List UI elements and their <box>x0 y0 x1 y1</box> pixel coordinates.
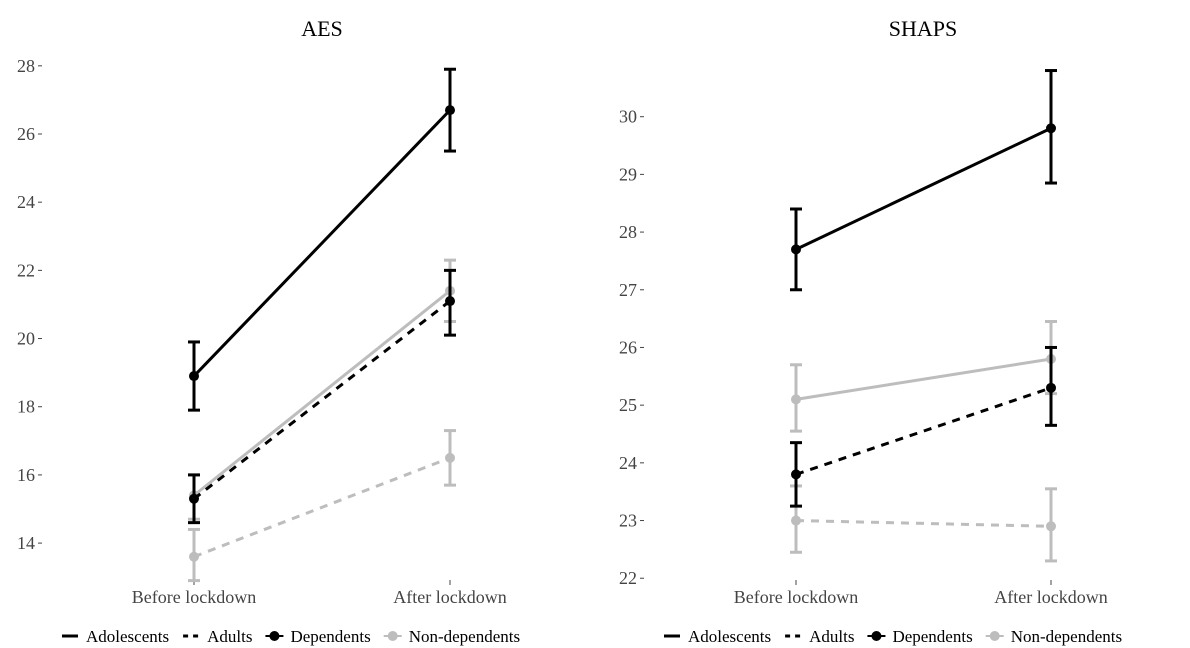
shaps-legend-adolescents-label: Adolescents <box>688 627 771 646</box>
aes-dependents-adolescents-point <box>445 105 455 116</box>
shaps-dependents-adults-line <box>795 386 1052 476</box>
shaps-non-dependents-adults-point <box>791 515 801 526</box>
aes-non-dependents-adolescents-line <box>193 289 451 497</box>
aes-non-dependents-adults-line <box>193 456 451 559</box>
shaps-non-dependents-adults-point <box>1046 521 1056 532</box>
aes-dependents-adults-series <box>188 268 456 525</box>
shaps-ytick-label: 24 <box>619 453 637 473</box>
aes-legend-dependents-label: Dependents <box>290 627 370 646</box>
shaps-title: SHAPS <box>889 16 957 41</box>
aes-non-dependents-adults-series <box>188 429 456 583</box>
shaps-legend-non-dependents-key <box>989 631 1000 641</box>
aes-legend-dependents-key <box>269 631 280 641</box>
aes-non-dependents-adults-point <box>189 551 199 562</box>
aes-ytick-label: 28 <box>17 56 35 76</box>
aes-dependents-adolescents-line <box>192 109 452 378</box>
shaps-ytick-label: 30 <box>619 107 637 127</box>
aes-dependents-adolescents-series <box>188 67 456 412</box>
shaps-dependents-adults-point <box>1046 382 1056 393</box>
shaps-non-dependents-adolescents-series <box>790 320 1057 433</box>
aes-ytick-label: 16 <box>17 465 35 485</box>
shaps-dependents-adults-point <box>791 469 801 480</box>
shaps-legend: Adolescents Adults Dependents Non-dependent… <box>664 627 1122 646</box>
aes-non-dependents-adults-point <box>445 452 455 463</box>
aes-ytick-label: 20 <box>17 329 35 349</box>
aes-title: AES <box>301 16 343 41</box>
aes-ytick-label: 24 <box>17 192 35 212</box>
shaps-ytick-label: 25 <box>619 395 637 415</box>
aes-legend-non-dependents-label: Non-dependents <box>409 627 520 646</box>
shaps-non-dependents-adults-series <box>790 484 1057 563</box>
shaps-dependents-adolescents-series <box>790 69 1057 292</box>
shaps-xtick-label: After lockdown <box>994 587 1107 607</box>
aes-legend: Adolescents Adults Dependents Non-dependent… <box>62 627 520 646</box>
shaps-non-dependents-adults-line <box>795 519 1052 528</box>
shaps-legend-adults-label: Adults <box>809 627 854 646</box>
aes-ytick-label: 14 <box>17 533 35 553</box>
shaps-panel: SHAPS 22 23 24 25 26 27 28 29 30 Before lockdown A… <box>619 16 1108 607</box>
shaps-ytick-label: 29 <box>619 164 637 184</box>
aes-xtick-label: After lockdown <box>393 587 506 607</box>
aes-non-dependents-adolescents-series <box>188 258 456 521</box>
shaps-dependents-adolescents-point <box>1046 123 1056 134</box>
shaps-ytick-label: 28 <box>619 222 637 242</box>
aes-legend-non-dependents-key <box>387 631 398 641</box>
shaps-legend-non-dependents-label: Non-dependents <box>1011 627 1122 646</box>
shaps-non-dependents-adolescents-point <box>791 394 801 405</box>
shaps-ytick-label: 22 <box>619 568 637 588</box>
shaps-ytick-label: 23 <box>619 511 637 531</box>
aes-ytick-label: 22 <box>17 260 35 280</box>
aes-ytick-label: 18 <box>17 397 35 417</box>
aes-dependents-adults-point <box>445 296 455 307</box>
shaps-ytick-label: 26 <box>619 337 637 357</box>
shaps-legend-dependents-label: Dependents <box>892 627 972 646</box>
aes-legend-adults-label: Adults <box>207 627 252 646</box>
shaps-dependents-adolescents-point <box>791 244 801 255</box>
aes-panel: AES 14 16 18 20 22 24 26 28 Before lockdown After… <box>17 16 507 607</box>
aes-xtick-label: Before lockdown <box>132 587 256 607</box>
shaps-dependents-adults-series <box>790 345 1057 508</box>
aes-dependents-adolescents-point <box>189 371 199 382</box>
aes-legend-adolescents-label: Adolescents <box>86 627 169 646</box>
aes-dependents-adults-point <box>189 493 199 504</box>
shaps-xtick-label: Before lockdown <box>734 587 858 607</box>
aes-dependents-adults-line <box>193 299 451 500</box>
shaps-dependents-adolescents-line <box>795 126 1052 251</box>
shaps-legend-dependents-key <box>871 631 882 641</box>
aes-ytick-label: 26 <box>17 124 35 144</box>
shaps-non-dependents-adolescents-line <box>795 357 1052 401</box>
shaps-ytick-label: 27 <box>619 280 637 300</box>
